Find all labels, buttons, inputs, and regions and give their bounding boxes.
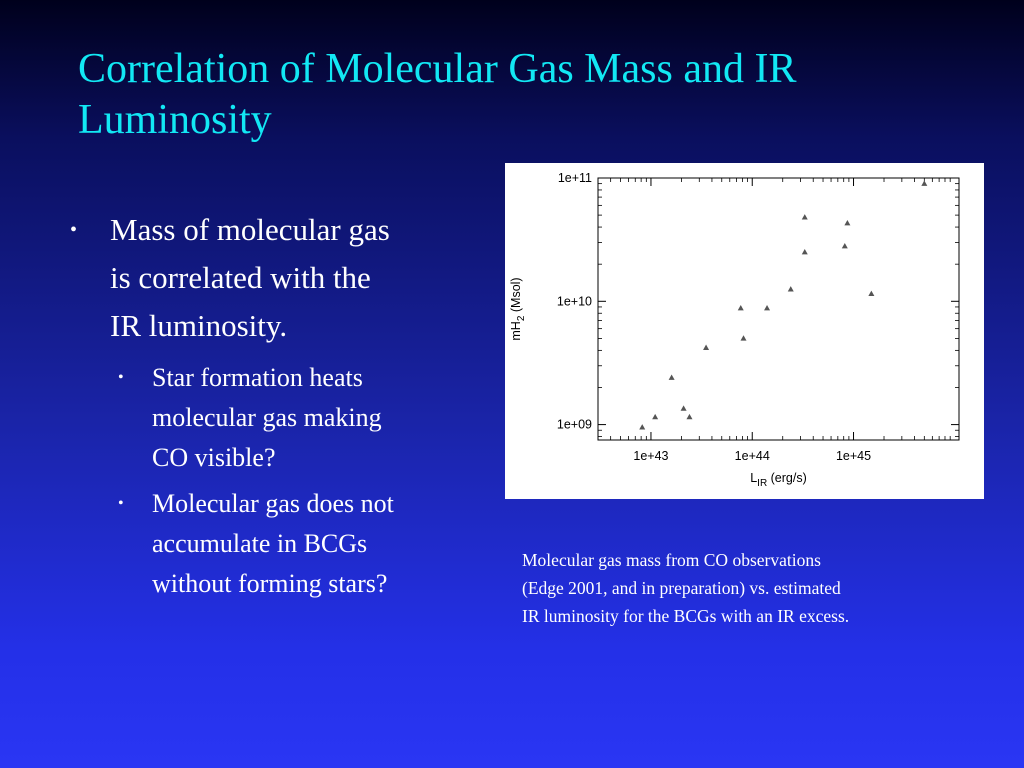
sub-bullet-1-line-1: Star formation heats	[152, 363, 363, 392]
caption-line-2: (Edge 2001, and in preparation) vs. esti…	[522, 578, 841, 598]
slide-title: Correlation of Molecular Gas Mass and IR…	[78, 44, 958, 146]
data-point-triangle	[668, 374, 675, 380]
sub-bullet-2-line-3: without forming stars?	[152, 569, 388, 598]
sub-bullet-1-text: Star formation heats molecular gas makin…	[152, 358, 382, 478]
x-axis-label: LIR (erg/s)	[750, 471, 807, 489]
slide-title-line-2: Luminosity	[78, 97, 272, 143]
data-point-triangle	[801, 214, 808, 220]
data-point-triangle	[703, 344, 710, 350]
x-tick-label: 1e+44	[735, 449, 770, 463]
data-point-triangle	[764, 304, 771, 311]
scatter-chart-panel: 1e+43 1e+44 1e+45 1e+09 1e+10 1e+11 LIR (erg/s…	[505, 163, 984, 499]
y-axis-label: mH2 (Msol)	[509, 277, 527, 340]
data-point-triangle	[639, 424, 646, 430]
data-point-triangle	[868, 290, 875, 297]
sub-bullet-2-line-1: Molecular gas does not	[152, 489, 394, 518]
data-point-triangle	[921, 180, 928, 186]
main-bullet-line-1: Mass of molecular gas	[110, 212, 390, 247]
sub-bullet-2: • Molecular gas does not accumulate in B…	[118, 484, 498, 604]
sub-bullet-1-line-3: CO visible?	[152, 443, 276, 472]
y-tick-label: 1e+11	[558, 171, 592, 185]
sub-bullet-2-text: Molecular gas does not accumulate in BCG…	[152, 484, 394, 604]
data-point-triangle	[737, 304, 744, 311]
data-point-triangle	[787, 286, 794, 292]
bullet-dot-icon: •	[118, 495, 124, 512]
sub-bullet-1-line-2: molecular gas making	[152, 403, 382, 432]
y-tick-label: 1e+10	[557, 294, 592, 308]
scatter-chart: 1e+43 1e+44 1e+45 1e+09 1e+10 1e+11 LIR (erg/s…	[509, 171, 960, 489]
main-bullet-line-2: is correlated with the	[110, 260, 371, 295]
data-point-triangle	[844, 219, 851, 226]
x-tick-label: 1e+45	[836, 449, 871, 463]
bullet-dot-icon: •	[118, 369, 124, 386]
caption-line-1: Molecular gas mass from CO observations	[522, 550, 821, 570]
y-tick-label: 1e+09	[557, 418, 592, 432]
bullet-dot-icon: •	[70, 219, 78, 241]
data-point-triangle	[686, 413, 693, 420]
sub-bullet-1: • Star formation heats molecular gas mak…	[118, 358, 498, 478]
main-bullet: • Mass of molecular gas is correlated wi…	[68, 206, 498, 350]
plot-frame	[597, 177, 960, 441]
data-point-triangle	[740, 335, 747, 341]
slide-title-line-1: Correlation of Molecular Gas Mass and IR	[78, 46, 797, 92]
main-bullet-line-3: IR luminosity.	[110, 308, 288, 343]
main-bullet-text: Mass of molecular gas is correlated with…	[110, 206, 390, 350]
data-point-triangle	[652, 413, 659, 420]
data-point-triangle	[841, 242, 848, 249]
data-point-triangle	[680, 405, 687, 411]
figure-caption: Molecular gas mass from CO observations …	[522, 546, 962, 630]
caption-line-3: IR luminosity for the BCGs with an IR ex…	[522, 606, 850, 626]
data-point-triangle	[801, 249, 808, 255]
sub-bullet-2-line-2: accumulate in BCGs	[152, 529, 368, 558]
bullet-list: • Mass of molecular gas is correlated wi…	[68, 206, 498, 604]
x-tick-label: 1e+43	[633, 449, 668, 463]
